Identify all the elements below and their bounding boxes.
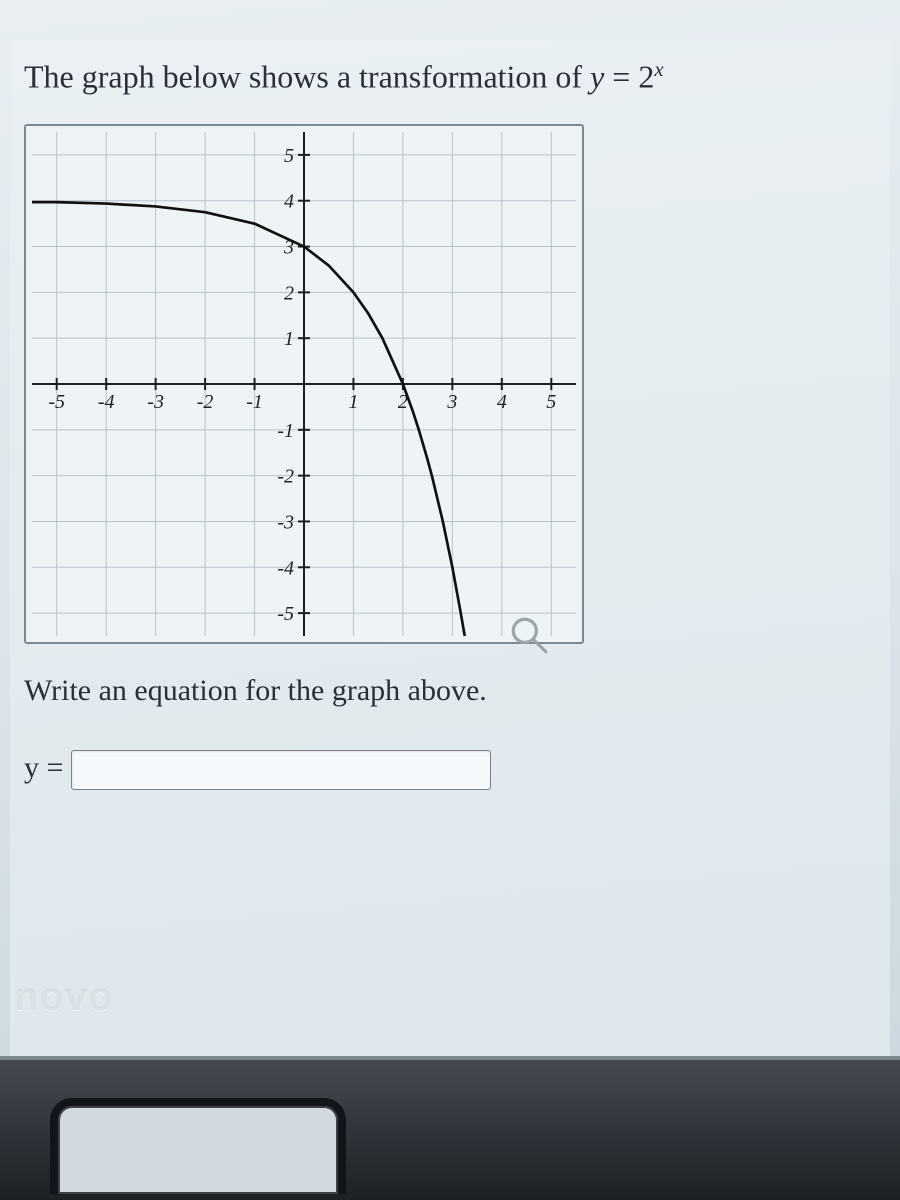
answer-row: y = (24, 750, 876, 790)
x-tick-label: 1 (348, 391, 358, 413)
y-tick-label: -4 (277, 557, 294, 579)
y-tick-label: -2 (277, 465, 294, 487)
y-tick-label: 1 (284, 328, 294, 350)
equation-lhs: y (590, 59, 604, 95)
chart-svg: -5-4-3-2-11234554321-1-2-3-4-5 (32, 132, 576, 636)
x-tick-label: -5 (48, 391, 65, 413)
y-tick-label: 5 (284, 145, 294, 167)
y-tick-label: 2 (284, 282, 294, 304)
answer-label: y = (24, 751, 63, 785)
x-tick-label: -4 (98, 391, 115, 413)
x-tick-label: 3 (446, 391, 457, 413)
question-lead: The graph below shows a transformation o… (24, 59, 590, 95)
chart-container: -5-4-3-2-11234554321-1-2-3-4-5 (24, 124, 584, 644)
answer-input[interactable] (71, 750, 491, 790)
brand-watermark: novo (14, 975, 114, 1020)
x-tick-label: 4 (497, 391, 507, 413)
equation-op: = (612, 59, 638, 95)
y-tick-label: -3 (277, 511, 294, 533)
prompt-text: Write an equation for the graph above. (24, 674, 876, 708)
y-tick-label: -1 (277, 419, 294, 441)
x-tick-label: -1 (246, 391, 263, 413)
question-panel: The graph below shows a transformation o… (10, 40, 890, 1060)
x-tick-label: -2 (197, 391, 214, 413)
equation-exp: x (654, 58, 663, 81)
x-tick-label: -3 (147, 391, 164, 413)
equation-base: 2 (638, 59, 654, 95)
y-tick-label: -5 (277, 603, 294, 625)
x-tick-label: 5 (546, 391, 556, 413)
question-text: The graph below shows a transformation o… (24, 58, 876, 96)
y-tick-label: 4 (284, 190, 294, 212)
device-edge (50, 1098, 346, 1194)
screen: The graph below shows a transformation o… (0, 0, 900, 1200)
bottom-bar (0, 1056, 900, 1200)
